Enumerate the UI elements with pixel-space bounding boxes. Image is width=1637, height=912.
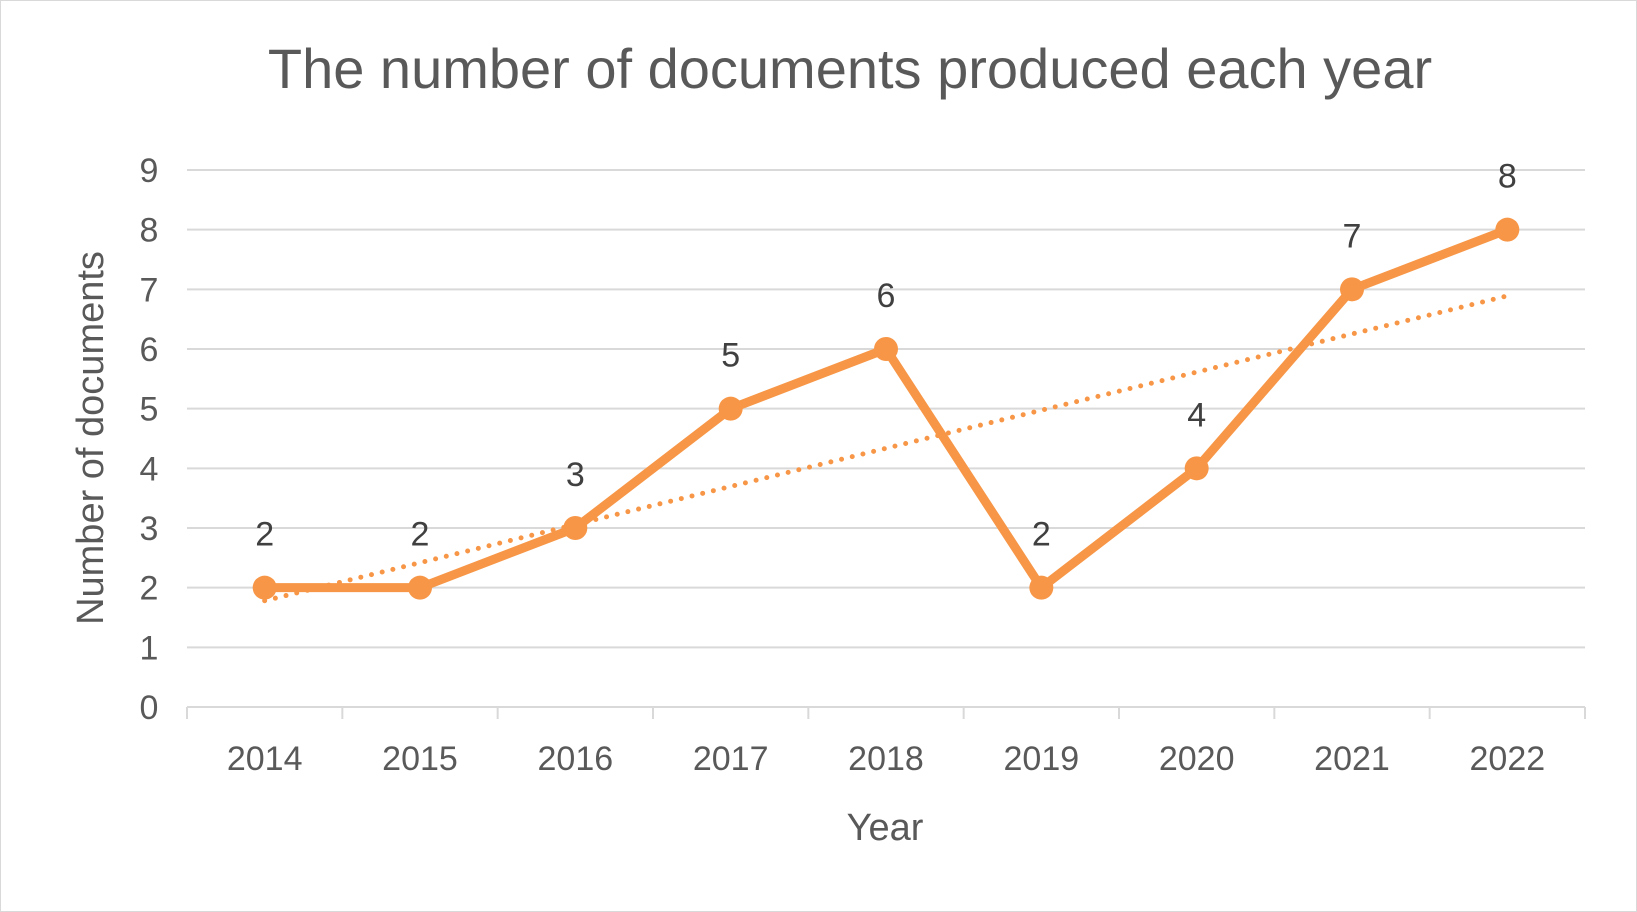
x-tick-label: 2018 bbox=[848, 740, 924, 778]
data-point bbox=[408, 575, 432, 600]
data-point bbox=[718, 396, 743, 421]
x-tick-label: 2015 bbox=[382, 740, 458, 778]
y-tick-label: 7 bbox=[140, 271, 159, 309]
x-tick-label: 2022 bbox=[1470, 740, 1546, 778]
y-tick-label: 2 bbox=[140, 570, 159, 608]
data-label: 2 bbox=[255, 516, 274, 554]
y-tick-label: 5 bbox=[140, 391, 159, 429]
chart-title: The number of documents produced each ye… bbox=[267, 37, 1433, 100]
data-label: 2 bbox=[1032, 516, 1051, 554]
data-label: 4 bbox=[1187, 396, 1206, 434]
gridlines bbox=[187, 169, 1585, 649]
x-axis-title: Year bbox=[847, 807, 924, 849]
y-tick-label: 4 bbox=[140, 450, 159, 488]
x-tick-label: 2017 bbox=[693, 740, 769, 778]
x-axis-tick-labels: 2014 2015 2016 2017 2018 2019 2020 2021 2022 bbox=[227, 740, 1545, 778]
x-tick-label: 2014 bbox=[227, 740, 303, 778]
data-label: 7 bbox=[1343, 217, 1362, 255]
y-tick-label: 0 bbox=[140, 689, 159, 727]
series-layer bbox=[252, 217, 1520, 600]
data-point bbox=[1340, 277, 1364, 302]
data-label: 5 bbox=[721, 337, 740, 375]
y-axis-title: Number of documents bbox=[70, 251, 112, 625]
y-tick-label: 6 bbox=[140, 331, 159, 369]
data-point bbox=[252, 575, 277, 600]
data-point bbox=[874, 337, 898, 361]
y-tick-label: 3 bbox=[140, 510, 159, 548]
data-label: 6 bbox=[877, 277, 896, 315]
y-tick-label: 9 bbox=[140, 152, 159, 190]
x-tick-label: 2020 bbox=[1159, 740, 1235, 778]
data-label: 2 bbox=[411, 516, 430, 554]
data-point bbox=[563, 516, 588, 540]
data-label: 8 bbox=[1498, 158, 1517, 196]
data-point bbox=[1495, 217, 1520, 242]
y-axis-tick-labels: 0 1 2 3 4 5 6 7 8 9 bbox=[140, 152, 159, 727]
data-point bbox=[1184, 456, 1209, 481]
y-tick-label: 8 bbox=[140, 212, 159, 250]
data-label: 3 bbox=[566, 456, 585, 494]
x-tick-label: 2021 bbox=[1314, 740, 1390, 778]
y-tick-label: 1 bbox=[140, 629, 159, 667]
data-point bbox=[1029, 575, 1054, 600]
x-tick-label: 2019 bbox=[1004, 740, 1080, 778]
data-labels: 2 2 3 5 6 2 4 7 8 bbox=[255, 158, 1517, 554]
x-tick-label: 2016 bbox=[538, 740, 614, 778]
x-axis bbox=[186, 706, 1586, 719]
